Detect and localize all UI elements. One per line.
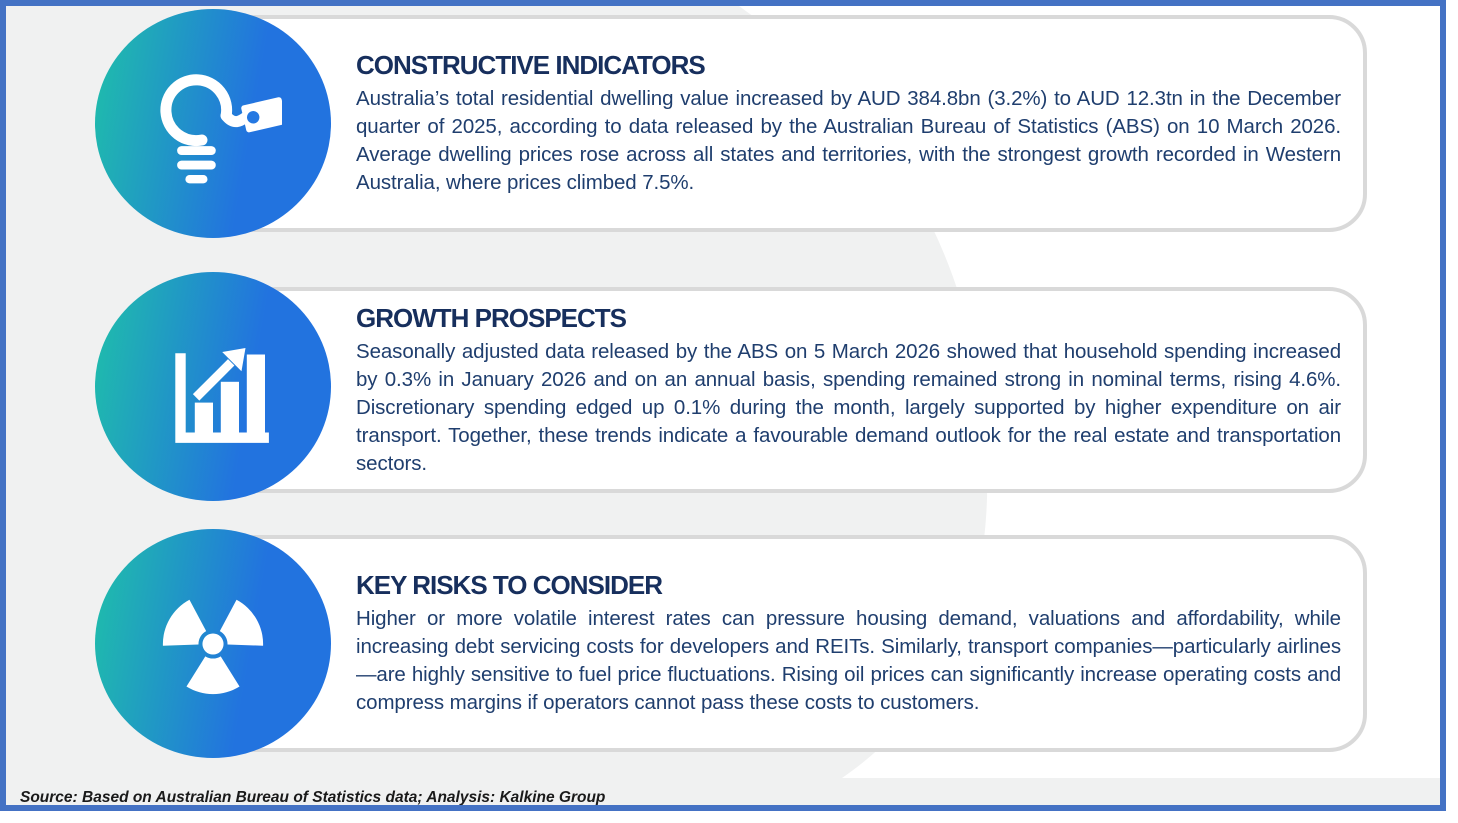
price-tag [241, 96, 282, 132]
section-title-constructive-indicators: CONSTRUCTIVE INDICATORS [356, 50, 706, 80]
bulb-glass-outline [160, 73, 233, 146]
infographic-frame: CONSTRUCTIVE INDICATORS Australia’s tota… [0, 0, 1446, 811]
section-title-growth-prospects: GROWTH PROSPECTS [356, 302, 627, 333]
tag-string [220, 109, 252, 127]
radiation-hazard-icon [162, 599, 264, 694]
section-body-key-risks: Higher or more volatile interest rates c… [356, 607, 1341, 714]
radiation-trefoil [162, 599, 264, 694]
lightbulb-price-tag-icon [160, 73, 282, 183]
bulb-base-bars [177, 145, 216, 183]
card-constructive-indicators: CONSTRUCTIVE INDICATORS Australia’s tota… [215, 15, 1367, 232]
card-key-risks: KEY RISKS TO CONSIDER Higher or more vol… [215, 535, 1367, 752]
source-note: Source: Based on Australian Bureau of St… [20, 789, 606, 806]
growth-arrow [192, 347, 246, 401]
bar-chart-growth-icon [175, 347, 269, 443]
section-body-growth-prospects: Seasonally adjusted data released by the… [356, 339, 1341, 475]
icon-circle-risks [95, 529, 331, 758]
chart-axes [175, 352, 269, 443]
section-body-constructive-indicators: Australia’s total residential dwelling v… [356, 87, 1341, 194]
icon-circle-constructive [95, 9, 331, 238]
card-growth-prospects: GROWTH PROSPECTS Seasonally adjusted dat… [215, 287, 1367, 493]
chart-bars [194, 354, 265, 432]
section-title-key-risks: KEY RISKS TO CONSIDER [356, 570, 663, 600]
icon-circle-growth [95, 272, 331, 501]
